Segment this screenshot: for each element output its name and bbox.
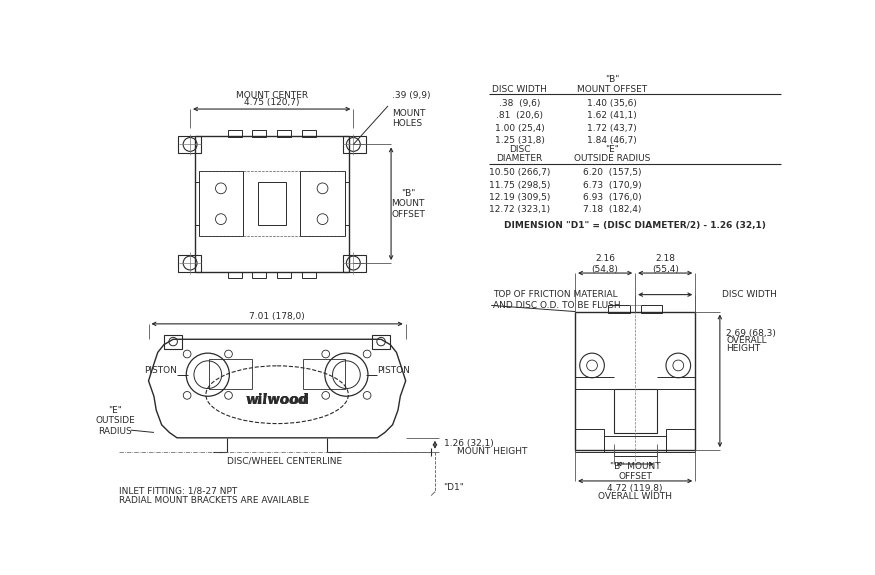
Text: RADIAL MOUNT BRACKETS ARE AVAILABLE: RADIAL MOUNT BRACKETS ARE AVAILABLE — [119, 496, 310, 505]
Bar — [666, 428, 696, 452]
Text: DISC/WHEEL CENTERLINE: DISC/WHEEL CENTERLINE — [228, 457, 342, 465]
Text: wilwood: wilwood — [246, 393, 309, 407]
Text: 12.72 (323,1): 12.72 (323,1) — [489, 205, 550, 214]
Text: OVERALL WIDTH: OVERALL WIDTH — [598, 492, 672, 501]
Text: 6.73  (170,9): 6.73 (170,9) — [583, 181, 641, 190]
Text: 1.72 (43,7): 1.72 (43,7) — [587, 124, 637, 133]
Text: 12.19 (309,5): 12.19 (309,5) — [489, 193, 550, 202]
Text: "B" MOUNT
OFFSET: "B" MOUNT OFFSET — [610, 462, 661, 481]
Text: 11.75 (298,5): 11.75 (298,5) — [489, 181, 550, 190]
Text: INLET FITTING: 1/8-27 NPT: INLET FITTING: 1/8-27 NPT — [119, 486, 237, 496]
Text: 6.93  (176,0): 6.93 (176,0) — [583, 193, 641, 202]
Bar — [277, 271, 291, 278]
Text: MOUNT
HOLES: MOUNT HOLES — [392, 109, 425, 128]
Text: .38  (9,6): .38 (9,6) — [499, 99, 541, 108]
Text: .39 (9,9): .39 (9,9) — [392, 91, 430, 100]
Text: OUTSIDE RADIUS: OUTSIDE RADIUS — [574, 154, 650, 163]
Text: 1.00 (25,4): 1.00 (25,4) — [494, 124, 544, 133]
Text: DISC WIDTH: DISC WIDTH — [493, 85, 547, 94]
Text: "D1": "D1" — [443, 484, 464, 492]
Text: 10.50 (266,7): 10.50 (266,7) — [489, 168, 550, 178]
Text: 6.20  (157,5): 6.20 (157,5) — [583, 168, 641, 178]
Text: OVERALL: OVERALL — [726, 336, 766, 346]
Text: .81  (20,6): .81 (20,6) — [496, 112, 543, 121]
Text: 2.16
(54,8): 2.16 (54,8) — [592, 254, 619, 274]
Text: 1.26 (32,1): 1.26 (32,1) — [444, 439, 494, 448]
Text: HEIGHT: HEIGHT — [726, 344, 760, 353]
Bar — [605, 436, 666, 452]
Bar — [302, 130, 316, 137]
Text: MOUNT HEIGHT: MOUNT HEIGHT — [457, 447, 527, 456]
Text: 2.69 (68,3): 2.69 (68,3) — [726, 328, 776, 338]
Text: 1.62 (41,1): 1.62 (41,1) — [587, 112, 637, 121]
Bar — [209, 359, 252, 389]
Text: MOUNT CENTER: MOUNT CENTER — [235, 91, 308, 99]
Bar — [343, 136, 366, 153]
Bar — [277, 130, 291, 137]
Bar — [575, 428, 605, 452]
Bar — [258, 182, 285, 225]
Text: "B": "B" — [605, 75, 620, 85]
Text: 1.84 (46,7): 1.84 (46,7) — [587, 136, 637, 145]
Text: 7.18  (182,4): 7.18 (182,4) — [583, 205, 641, 214]
Bar — [178, 136, 201, 153]
Bar — [343, 255, 366, 271]
Text: "B"
MOUNT
OFFSET: "B" MOUNT OFFSET — [391, 189, 425, 218]
Text: 4.72 (119,8): 4.72 (119,8) — [607, 484, 663, 493]
Bar — [303, 359, 345, 389]
Text: 1.25 (31,8): 1.25 (31,8) — [494, 136, 544, 145]
Bar — [302, 271, 316, 278]
Bar — [613, 389, 657, 433]
Bar — [300, 171, 345, 236]
Text: "E": "E" — [606, 144, 619, 154]
Text: 2.18
(55,4): 2.18 (55,4) — [652, 254, 679, 274]
Text: wilwood: wilwood — [245, 393, 309, 407]
Text: DIMENSION "D1" = (DISC DIAMETER/2) - 1.26 (32,1): DIMENSION "D1" = (DISC DIAMETER/2) - 1.2… — [504, 221, 766, 230]
Text: DISC: DISC — [509, 144, 530, 154]
Text: PISTON: PISTON — [144, 366, 177, 375]
Bar — [613, 450, 657, 457]
Bar — [253, 271, 266, 278]
Text: DIAMETER: DIAMETER — [496, 154, 542, 163]
Bar — [178, 255, 201, 271]
Bar — [228, 271, 242, 278]
Bar — [253, 130, 266, 137]
Text: 7.01 (178,0): 7.01 (178,0) — [249, 312, 305, 321]
Bar — [608, 305, 630, 313]
Text: 1.40 (35,6): 1.40 (35,6) — [587, 99, 637, 108]
Text: "E"
OUTSIDE
RADIUS: "E" OUTSIDE RADIUS — [95, 406, 136, 436]
Text: DISC WIDTH: DISC WIDTH — [722, 290, 777, 299]
Text: TOP OF FRICTION MATERIAL
AND DISC O.D. TO BE FLUSH: TOP OF FRICTION MATERIAL AND DISC O.D. T… — [493, 290, 620, 310]
Bar — [195, 136, 349, 271]
Text: 4.75 (120,7): 4.75 (120,7) — [244, 98, 299, 106]
Bar — [640, 305, 662, 313]
Bar — [228, 130, 242, 137]
Bar — [372, 335, 390, 348]
Bar — [199, 171, 243, 236]
Text: PISTON: PISTON — [377, 366, 410, 375]
Text: MOUNT OFFSET: MOUNT OFFSET — [577, 85, 648, 94]
Bar — [575, 312, 696, 450]
Bar — [164, 335, 182, 348]
